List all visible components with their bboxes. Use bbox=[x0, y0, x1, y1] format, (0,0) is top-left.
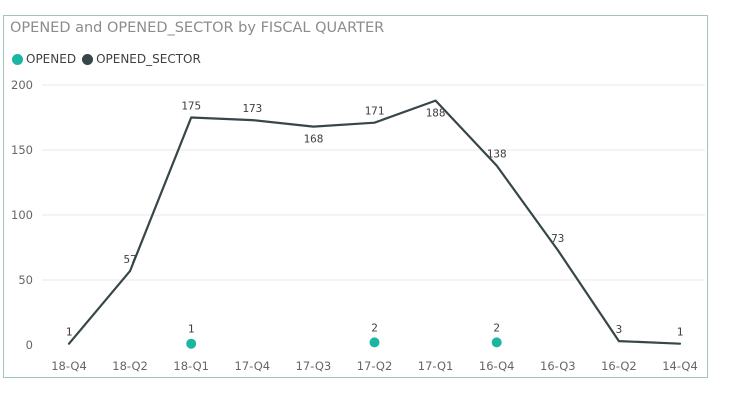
x-tick-17-Q4: 17-Q4 bbox=[235, 359, 271, 373]
legend-marker-opened-sector bbox=[82, 53, 94, 65]
data-label-opened-18-Q1: 1 bbox=[188, 323, 195, 336]
x-tick-18-Q1: 18-Q1 bbox=[173, 359, 209, 373]
legend-label-opened: OPENED bbox=[26, 52, 77, 66]
legend-label-opened-sector: OPENED_SECTOR bbox=[96, 52, 201, 66]
series-line-opened-sector bbox=[67, 99, 682, 345]
chart-frame bbox=[3, 15, 708, 378]
chart-title: OPENED and OPENED_SECTOR by FISCAL QUART… bbox=[10, 20, 385, 36]
legend-item-opened[interactable]: OPENED bbox=[12, 52, 76, 66]
data-label-opened-sector-14-Q4: 1 bbox=[677, 326, 684, 339]
legend-item-opened-sector[interactable]: OPENED_SECTOR bbox=[82, 52, 201, 66]
data-label-opened-sector-16-Q2: 3 bbox=[616, 323, 623, 336]
x-tick-16-Q4: 16-Q4 bbox=[479, 359, 515, 373]
y-tick-150: 150 bbox=[11, 143, 33, 157]
y-tick-200: 200 bbox=[11, 78, 33, 92]
data-label-opened-sector-17-Q2: 171 bbox=[365, 105, 385, 118]
x-tick-14-Q4: 14-Q4 bbox=[662, 359, 698, 373]
data-label-opened-sector-18-Q2: 57 bbox=[123, 253, 136, 266]
data-label-opened-sector-17-Q1: 188 bbox=[426, 107, 446, 120]
data-label-opened-sector-18-Q1: 175 bbox=[181, 100, 201, 113]
x-tick-16-Q2: 16-Q2 bbox=[601, 359, 637, 373]
legend-marker-opened bbox=[12, 53, 23, 65]
marker-opened-17-Q2 bbox=[369, 337, 380, 348]
x-tick-17-Q1: 17-Q1 bbox=[418, 359, 454, 373]
marker-opened-16-Q4 bbox=[491, 337, 502, 348]
x-tick-17-Q3: 17-Q3 bbox=[296, 359, 332, 373]
y-tick-100: 100 bbox=[11, 208, 33, 222]
x-tick-18-Q2: 18-Q2 bbox=[112, 359, 148, 373]
data-label-opened-17-Q2: 2 bbox=[371, 321, 378, 334]
x-tick-18-Q4: 18-Q4 bbox=[51, 359, 87, 373]
y-tick-0: 0 bbox=[26, 338, 33, 352]
data-label-opened-sector-16-Q3: 73 bbox=[551, 232, 564, 245]
x-tick-16-Q3: 16-Q3 bbox=[540, 359, 576, 373]
marker-opened-18-Q1 bbox=[186, 338, 197, 349]
data-label-opened-sector-17-Q4: 173 bbox=[242, 102, 262, 115]
x-tick-17-Q2: 17-Q2 bbox=[357, 359, 393, 373]
data-label-opened-sector-17-Q3: 168 bbox=[303, 133, 323, 146]
chart-legend: OPENED OPENED_SECTOR bbox=[12, 52, 207, 66]
data-label-opened-sector-18-Q4: 1 bbox=[66, 326, 73, 339]
y-tick-50: 50 bbox=[18, 273, 33, 287]
data-label-opened-sector-16-Q4: 138 bbox=[487, 148, 507, 161]
data-label-opened-16-Q4: 2 bbox=[493, 321, 500, 334]
